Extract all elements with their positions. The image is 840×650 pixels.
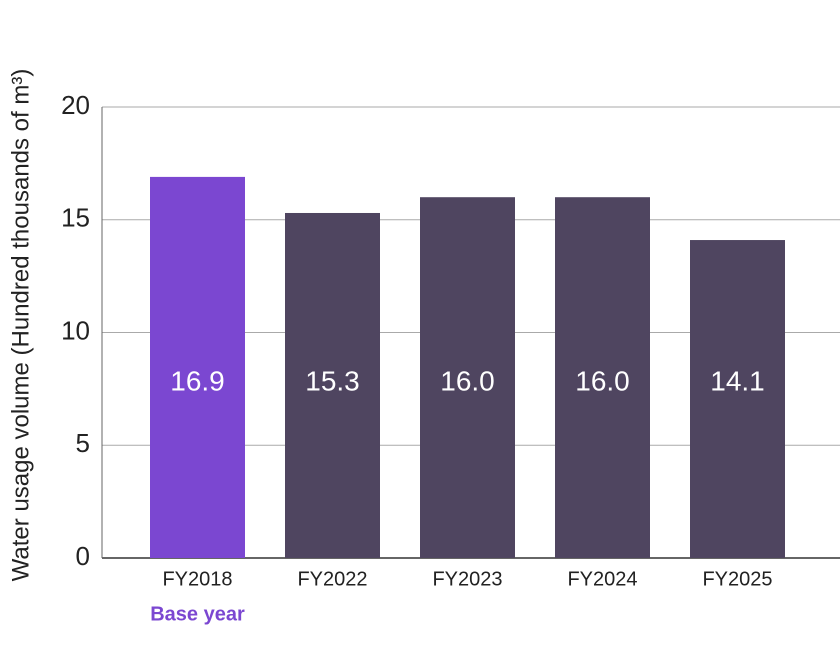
x-tick-label: FY2023 [432,568,502,590]
x-tick-label: FY2024 [567,568,637,590]
bar [420,197,515,558]
value-label: 15.3 [305,365,360,396]
value-label: 16.0 [575,365,630,396]
y-tick-label: 5 [76,428,90,458]
bar [690,240,785,559]
bar [150,176,245,558]
x-tick-label: FY2025 [702,568,772,590]
value-label: 16.0 [440,365,495,396]
bar [285,212,380,559]
y-tick-label: 10 [61,315,90,345]
value-label: 14.1 [710,365,765,396]
y-tick-label: 0 [76,541,90,571]
x-tick-label: FY2018 [162,568,232,590]
x-tick-label: FY2022 [297,568,367,590]
y-tick-label: 15 [61,203,90,233]
y-axis-title: Water usage volume (Hundred thousands of… [7,69,34,582]
value-label: 16.9 [170,365,225,396]
bar [555,197,650,558]
y-tick-label: 20 [61,90,90,120]
base-year-label: Base year [150,603,245,625]
